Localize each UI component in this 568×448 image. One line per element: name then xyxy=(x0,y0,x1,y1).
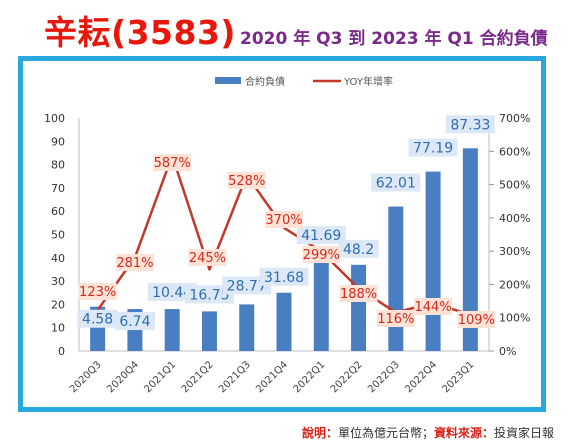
bar-2022Q2 xyxy=(351,264,367,351)
y-left-tick-label: 90 xyxy=(51,135,65,148)
bar-label-bg xyxy=(222,276,272,295)
legend-line-label: YOY年增率 xyxy=(343,75,393,88)
legend-bar-swatch xyxy=(215,77,241,84)
yoy-label-bg xyxy=(188,249,227,266)
y-left-tick-label: 20 xyxy=(51,298,65,311)
y-left-tick-label: 0 xyxy=(58,345,65,358)
bar-2022Q3 xyxy=(388,206,404,351)
bar-value-label: 41.69 xyxy=(301,228,341,244)
source-key: 資料來源： xyxy=(433,426,494,440)
yoy-label-bg xyxy=(78,283,117,300)
y-right-tick-label: 200% xyxy=(499,278,530,291)
yoy-label-bg xyxy=(376,310,415,327)
bar-2023Q1 xyxy=(462,148,478,351)
bar-2022Q4 xyxy=(425,171,441,351)
bar-label-bg xyxy=(147,283,197,302)
y-right-tick-label: 100% xyxy=(499,312,530,325)
bar-value-label: 31.68 xyxy=(264,270,304,286)
note-key: 說明： xyxy=(301,426,338,440)
bar-label-bg xyxy=(445,115,495,134)
bar-value-label: 77.19 xyxy=(413,141,453,157)
bar-value-label: 4.58 xyxy=(82,312,113,328)
bar-label-bg xyxy=(408,138,458,157)
yoy-value-label: 299% xyxy=(303,248,340,263)
bar-label-bg xyxy=(259,267,309,286)
yoy-label-bg xyxy=(339,285,378,302)
yoy-value-label: 245% xyxy=(189,251,226,266)
chart-svg: 0 10 20 30 40 50 60 70 80 90 100 0% 100% 200% 300% 400%… xyxy=(44,75,530,395)
bar-label-bg xyxy=(371,173,421,192)
x-tick-label: 2020Q4 xyxy=(105,359,141,395)
bar-value-label: 6.74 xyxy=(119,314,150,330)
bar-label-bg xyxy=(77,309,118,328)
bar-value-label: 28.77 xyxy=(227,278,267,294)
x-tick-label: 2022Q2 xyxy=(329,359,365,395)
bar-value-label: 87.33 xyxy=(450,117,490,133)
yoy-label-bg xyxy=(227,172,266,189)
y-left-tick-label: 10 xyxy=(51,322,65,335)
bar-2021Q2 xyxy=(201,311,217,351)
yoy-label-bg xyxy=(115,254,154,271)
x-tick-label: 2022Q1 xyxy=(292,359,328,395)
yoy-label-bg xyxy=(457,311,496,328)
bar-2022Q1 xyxy=(313,253,329,351)
source-value: 投資家日報 xyxy=(493,426,554,440)
footer-note: 說明：單位為億元台幣；資料來源：投資家日報 xyxy=(302,424,554,441)
bar-value-label: 48.2 xyxy=(343,242,374,258)
bar-2021Q3 xyxy=(239,304,255,351)
yoy-value-label: 144% xyxy=(415,300,452,315)
x-tick-label: 2022Q3 xyxy=(366,359,402,395)
y-right-tick-label: 0% xyxy=(499,345,516,358)
x-tick-label: 2021Q3 xyxy=(217,359,253,395)
x-tick-label: 2023Q1 xyxy=(441,359,477,395)
bar-value-label: 62.01 xyxy=(376,176,416,192)
yoy-value-label: 370% xyxy=(265,213,302,228)
yoy-value-label: 188% xyxy=(340,287,377,302)
y-right-tick-label: 700% xyxy=(499,112,530,125)
yoy-value-label: 116% xyxy=(377,312,414,327)
y-right-tick-label: 600% xyxy=(499,145,530,158)
x-tick-label: 2021Q1 xyxy=(142,359,178,395)
x-tick-label: 2021Q2 xyxy=(180,359,216,395)
yoy-label-bg xyxy=(414,298,453,315)
bar-2021Q4 xyxy=(276,292,292,351)
yoy-label-bg xyxy=(302,246,341,263)
bar-label-bg xyxy=(338,239,379,258)
y-right-tick-label: 500% xyxy=(499,179,530,192)
bar-value-label: 16.75 xyxy=(189,287,229,303)
yoy-value-label: 281% xyxy=(116,256,153,271)
bar-label-bg xyxy=(184,285,234,304)
company-name: 辛耘(3583) xyxy=(44,13,237,52)
y-left-tick-label: 60 xyxy=(51,205,65,218)
y-left-tick-label: 80 xyxy=(51,159,65,172)
y-left-tick-label: 70 xyxy=(51,182,65,195)
bar-label-bg xyxy=(114,312,156,331)
x-tick-label: 2021Q4 xyxy=(254,359,290,395)
note-value: 單位為億元台幣； xyxy=(337,426,434,440)
y-left-tick-label: 30 xyxy=(51,275,65,288)
yoy-value-label: 528% xyxy=(228,174,265,189)
y-right-tick-label: 300% xyxy=(499,245,530,258)
yoy-value-label: 123% xyxy=(79,285,116,300)
chart-frame: 0 10 20 30 40 50 60 70 80 90 100 0% 100% 200% 300% 400%… xyxy=(18,56,546,412)
x-tick-label: 2020Q3 xyxy=(68,359,104,395)
y-left-tick-label: 50 xyxy=(51,229,65,242)
y-right-tick-label: 400% xyxy=(499,212,530,225)
yoy-value-label: 587% xyxy=(154,156,191,171)
yoy-value-label: 109% xyxy=(458,313,495,328)
legend-bar-label: 合約負債 xyxy=(245,75,285,88)
bar-value-label: 10.44 xyxy=(152,285,192,301)
yoy-label-bg xyxy=(153,154,192,171)
x-tick-label: 2022Q4 xyxy=(403,359,439,395)
yoy-label-bg xyxy=(265,211,303,228)
chart-title: 辛耘(3583) 2020 年 Q3 到 2023 年 Q1 合約負債 xyxy=(44,6,548,52)
y-left-tick-label: 40 xyxy=(51,252,65,265)
bar-label-bg xyxy=(296,226,346,245)
y-left-tick-label: 100 xyxy=(44,112,65,125)
chart-subtitle: 2020 年 Q3 到 2023 年 Q1 合約負債 xyxy=(240,29,548,49)
bar-2021Q1 xyxy=(164,309,180,351)
